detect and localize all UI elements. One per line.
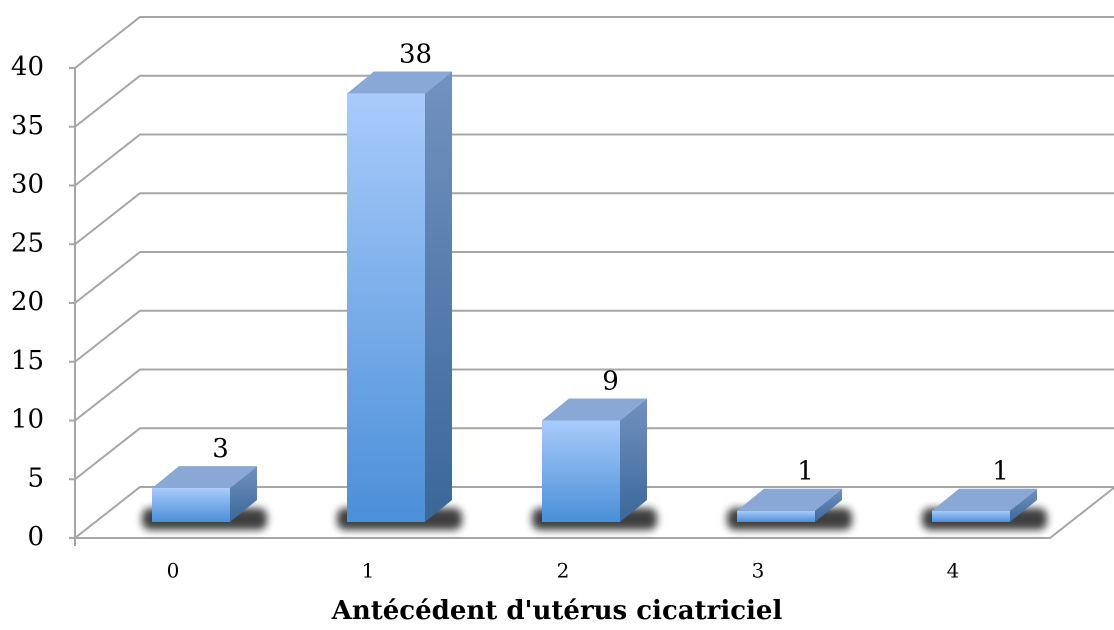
bar-side — [1010, 488, 1037, 522]
y-tick-label: 30 — [11, 170, 44, 200]
bar — [347, 93, 425, 523]
grid-line — [74, 133, 1114, 187]
bar-top — [152, 466, 257, 489]
bar — [737, 510, 815, 522]
y-tick-label: 10 — [11, 405, 44, 435]
grid-line — [74, 486, 1114, 539]
bar-top — [542, 398, 647, 421]
bar — [152, 488, 230, 522]
data-label: 1 — [992, 457, 1009, 487]
bar-side — [620, 398, 647, 522]
y-tick-label: 0 — [27, 522, 44, 552]
bar-top — [932, 488, 1037, 511]
data-label: 9 — [602, 367, 619, 397]
y-tick-label: 5 — [27, 463, 44, 493]
bar-side — [425, 71, 452, 523]
x-tick-label: 3 — [752, 559, 765, 583]
y-tick-label: 15 — [11, 346, 44, 376]
y-tick-label: 25 — [11, 228, 44, 258]
y-tick-label: 40 — [11, 52, 44, 82]
grid-line — [74, 192, 1114, 246]
y-tick-label: 20 — [11, 287, 44, 317]
x-tick-label: 4 — [947, 559, 960, 583]
grid-line — [74, 16, 1114, 69]
x-axis-title: Antécédent d'utérus cicatriciel — [331, 596, 783, 626]
grid-line — [74, 74, 1114, 128]
bar-side — [815, 488, 842, 522]
x-tick-label: 1 — [362, 559, 375, 583]
grid-line — [74, 309, 1114, 363]
bar-side — [230, 466, 257, 522]
x-tick-label: 2 — [557, 559, 570, 583]
data-label: 3 — [212, 434, 229, 464]
data-label: 1 — [797, 457, 814, 487]
floor — [75, 486, 1114, 539]
grid-line — [74, 427, 1114, 481]
bar-top — [737, 488, 842, 511]
bar — [932, 510, 1010, 522]
y-tick-label: 35 — [11, 111, 44, 141]
grid-line — [74, 368, 1114, 422]
grid-line — [74, 251, 1114, 304]
bar — [542, 420, 620, 522]
bar-top — [347, 71, 452, 94]
x-tick-label: 0 — [167, 559, 180, 583]
data-label: 38 — [399, 40, 432, 70]
